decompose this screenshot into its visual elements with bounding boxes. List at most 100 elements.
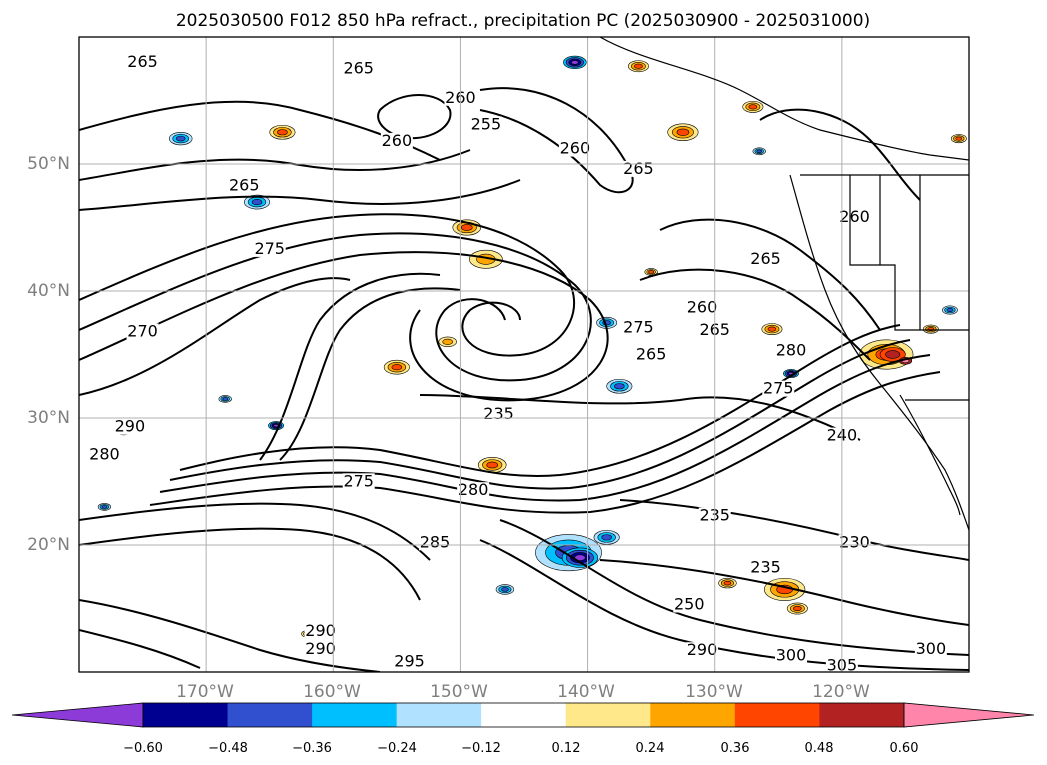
precip-cell: [391, 364, 403, 371]
colorbar-tick-label: 0.36: [721, 741, 750, 756]
colorbar-segment: [819, 703, 905, 727]
colorbar-segment: [312, 703, 398, 727]
precip-cell: [634, 63, 643, 69]
map-panel: 265 265 265 260 260 255 260 265 275 270 275 260 265 2…: [78, 36, 970, 673]
contour-line: [259, 272, 441, 461]
contour-line: [377, 94, 452, 140]
baja-coastline: [899, 394, 961, 516]
contour-label-bg: [457, 482, 490, 499]
contour-line: [79, 213, 576, 357]
contour-line: [79, 599, 381, 672]
contour-line: [159, 354, 931, 502]
colorbar-tick-label: −0.60: [123, 741, 163, 756]
precip-cell: [767, 326, 777, 332]
contour-label: 255: [471, 114, 502, 133]
colorbar-segment: [734, 703, 820, 727]
colorbar-tick-label: −0.48: [208, 741, 248, 756]
contour-label-bg: [762, 380, 795, 397]
colorbar-tick-label: −0.36: [292, 741, 332, 756]
contour-label: 280: [89, 445, 120, 464]
lat-tick-label: 20°N: [27, 535, 70, 555]
precip-cell: [277, 129, 288, 136]
contour-label-bg: [622, 160, 655, 177]
contour-label-bg: [304, 623, 337, 640]
colorbar-extend-high: [903, 702, 1035, 728]
latitude-tick-labels: 50°N 40°N 30°N 20°N: [27, 154, 70, 555]
contour-label: 275: [343, 471, 374, 490]
contour-label-bg: [380, 132, 413, 149]
colorbar-segment: [396, 703, 482, 727]
precip-cell: [614, 383, 625, 390]
contour-label: 260: [382, 131, 413, 150]
precip-cell: [885, 350, 901, 359]
colorbar-tick-labels: −0.60 −0.48 −0.36 −0.24 −0.12 0.12 0.24 …: [123, 741, 918, 756]
graticule: [79, 37, 969, 672]
figure-title: 2025030500 F012 850 hPa refract., precip…: [176, 11, 870, 31]
contour-label: 265: [636, 344, 667, 363]
contour-label-bg: [914, 640, 947, 657]
colorbar-tick-label: −0.24: [377, 741, 417, 756]
contour-line: [79, 149, 471, 181]
contour-label: 265: [343, 59, 374, 78]
precip-cell: [574, 554, 586, 561]
pacific-northwest-coastline: [789, 174, 969, 531]
precip-cell: [601, 534, 612, 541]
colorbar-segment: [227, 703, 313, 727]
contour-line: [619, 499, 969, 561]
longitude-tick-labels: 170°W 160°W 150°W 140°W 130°W 120°W: [176, 682, 870, 702]
lon-tick-label: 130°W: [685, 682, 743, 702]
colorbar-segment: [481, 703, 567, 727]
coastlines: [599, 37, 969, 531]
contour-line: [659, 218, 881, 331]
map-frame: [78, 36, 970, 673]
precip-cell: [571, 60, 579, 65]
contour-label: 265: [623, 159, 654, 178]
contour-label-bg: [342, 473, 375, 490]
precip-cell: [101, 505, 108, 509]
contour-label-bg: [304, 640, 337, 657]
colorbar-segment: [143, 703, 229, 727]
colorbar-tick-label: 0.60: [890, 741, 919, 756]
contour-label-bg: [469, 116, 502, 133]
contour-label-bg: [393, 653, 426, 670]
precip-cell: [756, 149, 763, 153]
precip-cell: [676, 128, 690, 136]
contour-label: 235: [483, 404, 514, 423]
contour-line: [279, 287, 461, 461]
colorbar-segment: [650, 703, 736, 727]
precip-cell: [648, 270, 654, 274]
contour-label-bg: [126, 323, 159, 340]
contour-label: 290: [115, 417, 146, 436]
contour-label-bg: [253, 240, 286, 257]
contour-label-bg: [749, 251, 782, 268]
contour-line: [419, 394, 861, 441]
colorbar-tick-label: 0.12: [552, 741, 581, 756]
contour-label-bg: [88, 446, 121, 463]
contour-line: [759, 108, 921, 201]
contour-line: [479, 539, 969, 671]
colorbar-segment: [565, 703, 651, 727]
contour-label-bg: [558, 140, 591, 157]
precip-cell: [175, 135, 186, 142]
contour-label: 275: [763, 379, 794, 398]
contour-line: [169, 339, 911, 490]
contour-line: [599, 559, 969, 626]
contour-label-bg: [686, 299, 718, 316]
contour-label-bg: [838, 534, 871, 551]
contour-label: 275: [254, 239, 285, 258]
contour-label: 300: [776, 645, 807, 664]
contour-label: 270: [127, 321, 158, 340]
colorbar-extend-low: [11, 702, 144, 728]
contour-label-bg: [622, 319, 655, 336]
contour-label: 260: [839, 207, 870, 226]
lat-tick-label: 30°N: [27, 408, 70, 428]
contour-label-bg: [686, 642, 718, 659]
contour-label-bg: [126, 54, 159, 71]
lon-tick-label: 140°W: [557, 682, 615, 702]
contour-label: 290: [305, 621, 336, 640]
precip-cell: [486, 461, 499, 469]
contour-label-bg: [749, 559, 782, 576]
contour-line: [79, 527, 421, 601]
contour-label: 275: [623, 318, 654, 337]
